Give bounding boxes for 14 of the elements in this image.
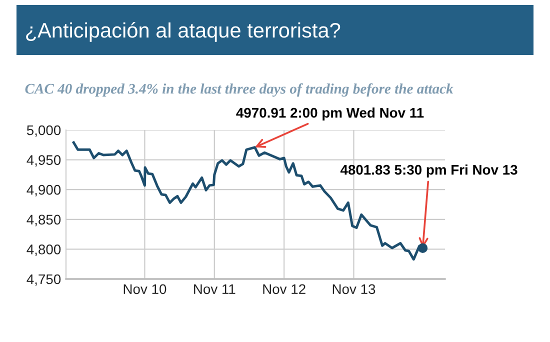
x-tick-label: Nov 10 (124, 284, 166, 294)
y-tick-label: 4,850 (26, 214, 61, 226)
y-tick-label: 5,000 (26, 125, 61, 137)
y-tick-label: 4,750 (26, 274, 61, 286)
y-tick-label: 4,900 (26, 184, 61, 196)
x-tick-label: Nov 12 (263, 284, 306, 294)
x-tick-label: Nov 13 (332, 284, 376, 294)
annotation: 4970.91 2:00 pm Wed Nov 11 (236, 108, 424, 120)
y-tick-label: 4,800 (26, 244, 61, 256)
annotation: 4801.83 5:30 pm Fri Nov 13 (340, 164, 518, 178)
chart-subtitle: CAC 40 dropped 3.4% in the last three days of trading before the attack (25, 83, 454, 97)
x-tick-label: Nov 11 (194, 284, 236, 294)
chart-title: ¿Anticipación al ataque terrorista? (26, 22, 340, 42)
y-tick-label: 4,950 (26, 155, 61, 167)
